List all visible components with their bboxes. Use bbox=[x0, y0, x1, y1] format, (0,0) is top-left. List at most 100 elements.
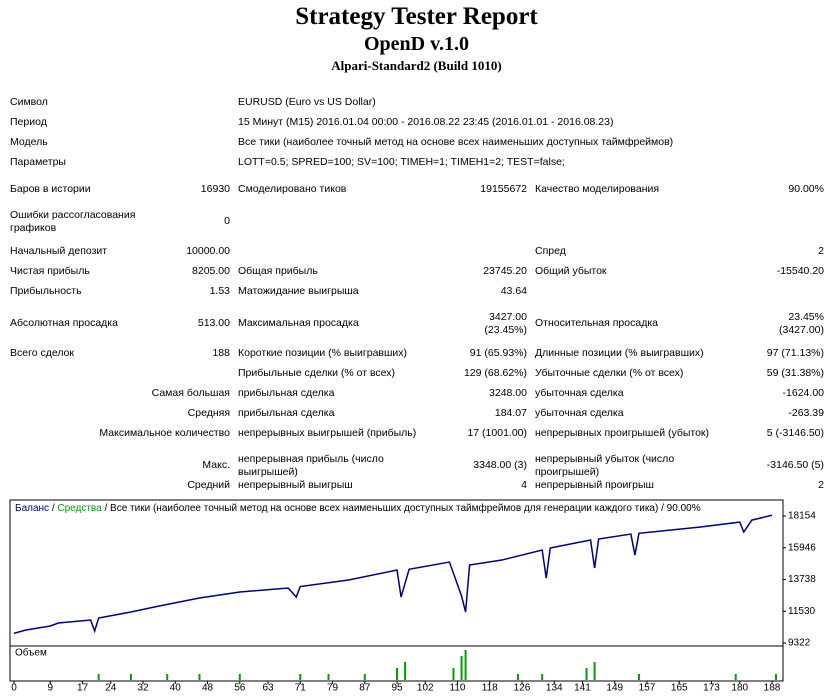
volume-bar bbox=[198, 674, 201, 680]
volume-bar bbox=[404, 662, 407, 680]
row-label: Средний bbox=[187, 479, 230, 491]
info-value: LOTT=0.5; SPRED=100; SV=100; TIMEH=1; TI… bbox=[238, 156, 565, 168]
row-value: 1.53 bbox=[209, 285, 230, 297]
title: Strategy Tester Report bbox=[295, 3, 538, 30]
row-value: 2 bbox=[818, 479, 824, 491]
row-label: Спред bbox=[535, 245, 566, 257]
x-tick-label: 180 bbox=[731, 683, 748, 694]
y-tick-label: 9322 bbox=[788, 638, 811, 649]
chart: Баланс / Средства / Все тики (наиболее т… bbox=[9, 499, 816, 694]
row-value: 16930 bbox=[200, 183, 230, 195]
row-value: -263.39 bbox=[788, 407, 824, 419]
row-value: 4 bbox=[521, 479, 527, 491]
volume-bar bbox=[775, 674, 778, 680]
x-tick-label: 173 bbox=[703, 683, 720, 694]
volume-bar bbox=[460, 656, 463, 680]
x-tick-label: 95 bbox=[391, 683, 403, 694]
y-tick-label: 11530 bbox=[788, 606, 816, 617]
row-value: 97 (71.13%) bbox=[766, 347, 824, 359]
x-tick-label: 157 bbox=[639, 683, 656, 694]
volume-bar bbox=[734, 674, 737, 680]
row-label: убыточная сделка bbox=[535, 407, 624, 419]
row-value: 513.00 bbox=[197, 317, 230, 329]
row-value: 90.00% bbox=[788, 183, 824, 195]
row-value: 129 (68.62%) bbox=[463, 367, 527, 379]
row-label: Прибыльные сделки (% от всех) bbox=[238, 367, 396, 379]
volume-bar bbox=[585, 668, 588, 680]
row-value: 0 bbox=[224, 215, 230, 227]
row-value: 10000.00 bbox=[186, 245, 230, 257]
row-label: непрерывных выигрышей (прибыль) bbox=[238, 427, 417, 439]
row-label: Прибыльность bbox=[10, 285, 82, 297]
row-label: непрерывных проигрышей (убыток) bbox=[535, 427, 710, 439]
volume-bar bbox=[327, 674, 330, 680]
x-tick-label: 188 bbox=[764, 683, 781, 694]
row-value: -1624.00 bbox=[782, 387, 824, 399]
x-tick-label: 0 bbox=[11, 683, 17, 694]
row-label: Качество моделирования bbox=[535, 183, 660, 195]
row-label: Короткие позиции (% выигравших) bbox=[238, 347, 408, 359]
row-value: 59 (31.38%) bbox=[766, 367, 824, 379]
row-label: непрерывный выигрыш bbox=[238, 479, 353, 491]
info-label: Параметры bbox=[10, 156, 66, 168]
row-label: Матожидание выигрыша bbox=[238, 285, 359, 297]
row-label: Максимальное количество bbox=[99, 427, 230, 439]
y-tick-label: 15946 bbox=[788, 542, 816, 553]
row-value: 5 (-3146.50) bbox=[766, 427, 824, 439]
x-tick-label: 79 bbox=[327, 683, 339, 694]
volume-bar bbox=[299, 674, 302, 680]
row-value: 184.07 bbox=[494, 407, 527, 419]
x-tick-label: 165 bbox=[671, 683, 688, 694]
subtitle: OpenD v.1.0 bbox=[363, 33, 470, 55]
row-label: Ошибки рассогласования графиков bbox=[10, 209, 136, 234]
row-label: Максимальная просадка bbox=[238, 317, 359, 329]
x-tick-label: 149 bbox=[606, 683, 623, 694]
volume-bar bbox=[541, 674, 544, 680]
row-value: 91 (65.93%) bbox=[469, 347, 527, 359]
row-label: Всего сделок bbox=[10, 347, 74, 359]
volume-bar bbox=[363, 674, 366, 680]
row-value: 3248.00 bbox=[489, 387, 527, 399]
row-label: Начальный депозит bbox=[10, 245, 108, 257]
row-label: непрерывный убыток (число проигрышей) bbox=[535, 453, 675, 478]
y-tick-label: 13738 bbox=[788, 574, 816, 585]
legend-model: Все тики (наиболее точный метод на основ… bbox=[110, 502, 658, 514]
x-tick-label: 141 bbox=[574, 683, 591, 694]
volume-label: Объем bbox=[15, 647, 47, 659]
info-value: 15 Минут (M15) 2016.01.04 00:00 - 2016.0… bbox=[238, 116, 614, 128]
row-label: прибыльная сделка bbox=[238, 387, 335, 399]
row-value: 23745.20 bbox=[483, 265, 527, 277]
row-label: Смоделировано тиков bbox=[238, 183, 347, 195]
info-label: Период bbox=[10, 116, 47, 128]
row-value: 43.64 bbox=[500, 285, 527, 297]
main-panel bbox=[9, 499, 784, 647]
volume-bar bbox=[166, 674, 169, 680]
info-label: Символ bbox=[10, 96, 48, 108]
row-label: Макс. bbox=[202, 459, 230, 471]
row-label: Общий убыток bbox=[535, 265, 607, 277]
balance-line bbox=[13, 514, 773, 634]
row-value: 3427.00 (23.45%) bbox=[484, 311, 527, 336]
row-value: 3348.00 (3) bbox=[473, 459, 527, 471]
x-tick-label: 32 bbox=[137, 683, 149, 694]
row-label: непрерывная прибыль (число выигрышей) bbox=[238, 453, 384, 478]
row-value: 8205.00 bbox=[192, 265, 230, 277]
x-tick-label: 17 bbox=[77, 683, 89, 694]
broker: Alpari-Standard2 (Build 1010) bbox=[331, 58, 502, 73]
x-tick-label: 63 bbox=[262, 683, 274, 694]
x-tick-label: 48 bbox=[202, 683, 214, 694]
x-tick-label: 134 bbox=[546, 683, 563, 694]
volume-bar bbox=[396, 668, 399, 680]
x-tick-label: 9 bbox=[48, 683, 54, 694]
x-tick-label: 118 bbox=[482, 683, 498, 694]
row-label: прибыльная сделка bbox=[238, 407, 335, 419]
row-value: 17 (1001.00) bbox=[467, 427, 527, 439]
legend: Баланс / Средства / Все тики (наиболее т… bbox=[15, 502, 701, 514]
row-label: Средняя bbox=[187, 407, 230, 419]
legend-quality: 90.00% bbox=[667, 503, 701, 514]
x-tick-label: 87 bbox=[359, 683, 371, 694]
row-label: Длинные позиции (% выигравших) bbox=[535, 347, 704, 359]
row-label: Чистая прибыль bbox=[10, 265, 90, 277]
row-label: убыточная сделка bbox=[535, 387, 624, 399]
